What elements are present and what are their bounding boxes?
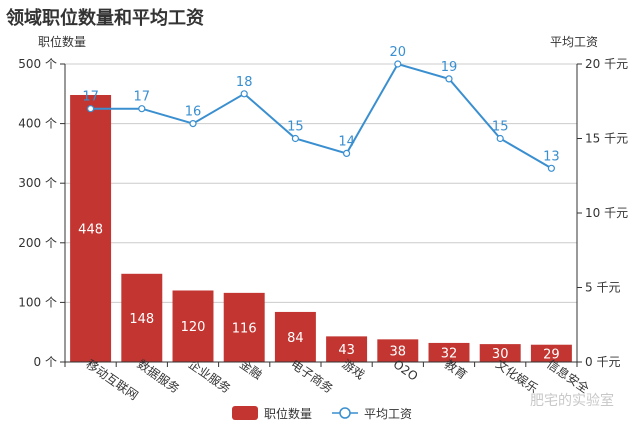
bar-series: 448 148 120 116 84 43 38 32 30 29	[70, 94, 572, 362]
grid-lines	[65, 63, 577, 303]
line-value-label: 16	[185, 105, 202, 120]
line-point[interactable]	[496, 134, 504, 143]
right-axis-tick-label: 20 千元	[585, 57, 628, 71]
line-point[interactable]	[394, 60, 402, 68]
bar-value-label: 148	[129, 312, 154, 327]
legend[interactable]: 职位数量 平均工资	[232, 406, 412, 421]
line-point[interactable]	[343, 149, 351, 157]
left-axis-tick-label: 200 个	[18, 236, 57, 250]
salary-line	[90, 62, 552, 170]
right-axis-tick-label: 10 千元	[585, 206, 628, 220]
line-point[interactable]	[189, 119, 197, 128]
legend-label: 职位数量	[264, 406, 312, 421]
bar[interactable]	[479, 344, 521, 362]
legend-item-line[interactable]: 平均工资	[332, 407, 412, 421]
line-value-label: 15	[287, 120, 304, 135]
line-value-label: 19	[441, 60, 458, 75]
bar[interactable]	[172, 290, 214, 362]
line-value-label: 14	[338, 134, 355, 149]
right-axis-tick-label: 5 千元	[585, 281, 620, 295]
line-point[interactable]	[291, 134, 299, 143]
bar-value-label: 38	[390, 345, 407, 360]
line-value-label: 17	[134, 90, 151, 105]
bar[interactable]	[223, 292, 265, 362]
line-series: 17 17 16 18 15 14 20 19 15 13	[82, 45, 560, 172]
bar[interactable]	[530, 344, 572, 362]
bar[interactable]	[121, 273, 163, 362]
chart-title: 领域职位数量和平均工资	[6, 8, 204, 29]
line-point[interactable]	[547, 164, 556, 172]
left-axis-tick-label: 100 个	[18, 295, 57, 309]
bar-value-label: 29	[543, 347, 560, 362]
bar-value-label: 448	[78, 222, 103, 237]
watermark: 肥宅的实验室	[530, 392, 614, 409]
line-point[interactable]	[86, 105, 95, 113]
bar[interactable]	[274, 311, 316, 362]
right-axis-title: 平均工资	[550, 35, 598, 49]
line-value-label: 17	[82, 90, 99, 105]
right-axis-tick-label: 15 千元	[585, 132, 628, 146]
legend-item-bar[interactable]: 职位数量	[232, 406, 312, 421]
left-axis-title: 职位数量	[38, 34, 86, 49]
line-value-label: 15	[492, 120, 509, 135]
legend-bar-swatch	[232, 406, 258, 420]
legend-line-marker-icon	[339, 407, 351, 419]
right-axis-tick-label: 0 千元	[585, 355, 620, 369]
legend-label: 平均工资	[364, 407, 412, 421]
bar-value-label: 120	[181, 320, 206, 335]
left-axis-tick-label: 500 个	[18, 57, 57, 71]
line-value-label: 18	[236, 75, 253, 90]
bar-value-label: 32	[441, 346, 458, 361]
line-value-label: 20	[390, 45, 407, 60]
bar-value-label: 30	[492, 347, 509, 362]
left-axis-tick-label: 300 个	[18, 176, 57, 190]
left-axis-tick-label: 400 个	[18, 117, 57, 131]
left-axis-tick-label: 0 个	[34, 355, 57, 369]
line-point[interactable]	[240, 90, 248, 98]
bar[interactable]	[70, 94, 112, 362]
bar[interactable]	[326, 336, 368, 362]
bar-value-label: 43	[338, 343, 355, 358]
bar[interactable]	[428, 342, 470, 362]
line-point[interactable]	[445, 75, 453, 83]
category-label: 移动互联网	[83, 357, 140, 403]
bar[interactable]	[377, 339, 419, 362]
line-point[interactable]	[138, 105, 146, 113]
bar-value-label: 116	[232, 321, 257, 336]
line-value-label: 13	[543, 149, 560, 164]
bar-value-label: 84	[287, 331, 304, 346]
